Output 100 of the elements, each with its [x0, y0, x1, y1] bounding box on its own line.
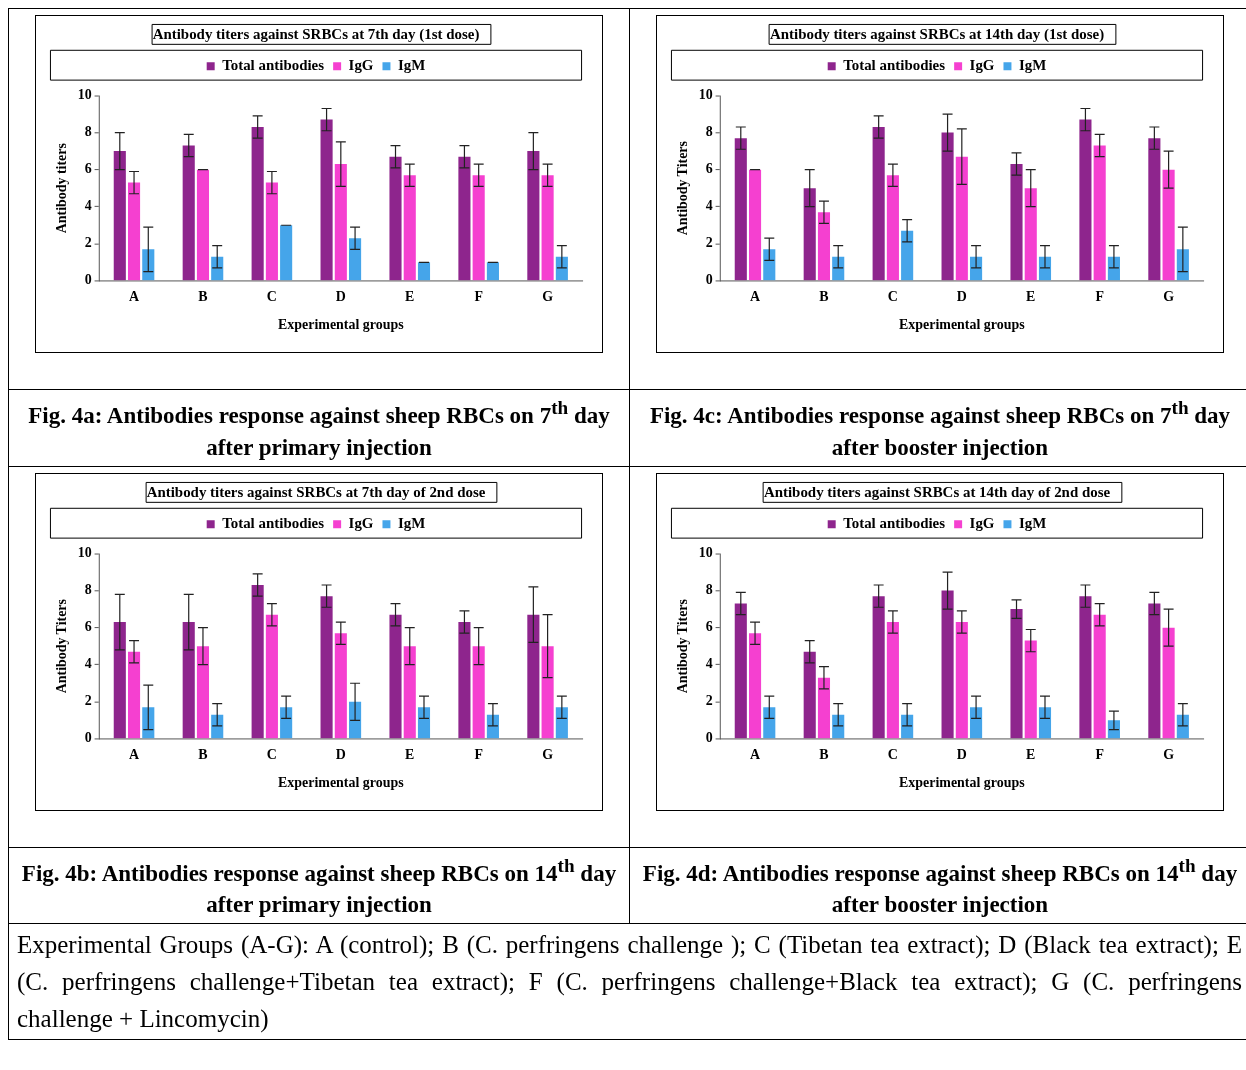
x-tick-label: B [198, 288, 208, 304]
x-tick-label: D [956, 288, 967, 304]
bar [527, 614, 540, 738]
legend-label: IgM [1018, 514, 1047, 531]
y-tick-label: 10 [77, 544, 92, 560]
bar [803, 651, 816, 738]
bar [1162, 169, 1175, 281]
x-tick-label: E [1026, 288, 1036, 304]
x-tick-label: C [266, 746, 277, 762]
x-tick-label: D [335, 746, 346, 762]
bar [527, 151, 540, 281]
y-tick-label: 8 [84, 581, 92, 597]
bar [142, 249, 155, 281]
legend-label: Total antibodies [222, 57, 325, 74]
bar [955, 156, 968, 281]
bar [1148, 603, 1161, 738]
bar [458, 156, 471, 281]
bar [196, 169, 210, 281]
bar [817, 677, 831, 738]
bar [1024, 640, 1037, 738]
bar [541, 175, 554, 281]
x-tick-label: C [887, 288, 898, 304]
x-tick-label: A [750, 746, 761, 762]
y-tick-label: 6 [705, 161, 713, 177]
bar [127, 182, 141, 281]
y-tick-label: 8 [705, 124, 713, 140]
y-axis-title: Antibody Titers [53, 598, 69, 693]
bar [486, 262, 499, 281]
x-tick-label: G [1163, 746, 1175, 762]
chart-title: Antibody titers against SRBCs at 7th day (1st dose) [152, 25, 480, 43]
bar [127, 651, 141, 738]
x-tick-label: E [1026, 746, 1036, 762]
bar [1162, 627, 1175, 738]
bar [334, 164, 347, 281]
y-tick-label: 4 [84, 655, 92, 671]
x-tick-label: D [956, 746, 967, 762]
bar [1024, 188, 1037, 281]
bar [1010, 164, 1023, 281]
x-axis-title: Experimental groups [899, 775, 1026, 790]
bar [763, 249, 776, 281]
x-tick-label: G [542, 746, 554, 762]
y-tick-label: 2 [84, 235, 92, 251]
legend-label: IgM [397, 57, 426, 74]
text: Experimental Groups (A-G): A (control); B (C. perfringens challenge ); C (Tibetan tea extract); D (Black tea extract); E (C. perfringens challenge+Tibetan tea extract); F (C. perfringens challenge+Black tea extract); G (C. perfringens challenge + Lincomycin) [8, 923, 1246, 1040]
bar [389, 614, 402, 738]
bar [472, 645, 485, 738]
legend-label: Total antibodies [843, 57, 946, 74]
legend-label: Total antibodies [222, 514, 325, 531]
bar [182, 621, 195, 738]
x-axis-title: Experimental groups [899, 317, 1026, 333]
x-tick-label: B [819, 288, 829, 304]
x-tick-label: B [819, 746, 829, 762]
bar [417, 262, 431, 281]
y-tick-label: 4 [705, 198, 713, 214]
y-tick-label: 0 [705, 272, 713, 288]
legend-label: IgG [348, 514, 374, 531]
x-tick-label: G [542, 288, 554, 304]
bar [472, 175, 485, 281]
bar [748, 169, 762, 281]
bar [142, 706, 155, 738]
chart-title: Antibody titers against SRBCs at 7th day of 2nd dose [146, 483, 486, 500]
bar [265, 614, 278, 738]
bar [182, 145, 195, 281]
text: Fig. 4a: Antibodies response against sheep RBCs on 7$^{th}$ day after primary injection [28, 397, 610, 460]
legend-label: IgM [1018, 57, 1047, 74]
bar [265, 182, 278, 281]
bar [113, 621, 126, 738]
x-tick-label: C [887, 746, 898, 762]
bar [886, 175, 899, 281]
bar [458, 621, 471, 738]
chart-title: Antibody titers against SRBCs at 14th day of 2nd dose [763, 483, 1111, 500]
y-tick-label: 2 [705, 693, 713, 708]
y-tick-label: 6 [705, 618, 713, 634]
bar [403, 645, 416, 738]
x-tick-label: E [405, 746, 415, 762]
y-tick-label: 0 [84, 730, 92, 746]
x-tick-label: F [1095, 746, 1104, 762]
legend-label: IgG [969, 514, 995, 531]
legend-label: IgG [969, 57, 995, 74]
x-tick-label: F [474, 288, 483, 304]
y-tick-label: 6 [84, 618, 92, 634]
y-axis-title: Antibody titers [53, 142, 69, 234]
bar [1148, 138, 1161, 281]
y-tick-label: 6 [84, 161, 92, 177]
bar [734, 138, 747, 281]
bar [817, 212, 831, 281]
y-tick-label: 8 [84, 124, 92, 140]
bar [1093, 145, 1106, 281]
y-tick-label: 4 [84, 198, 92, 214]
x-tick-label: A [129, 746, 140, 762]
y-tick-label: 10 [698, 87, 713, 103]
text: Fig. 4c: Antibodies response against sheep RBCs on 7$^{th}$ day after booster injection [649, 397, 1231, 460]
bar [251, 584, 264, 738]
bar [886, 621, 899, 738]
bar [251, 127, 264, 281]
bar [955, 621, 968, 738]
bar [196, 645, 210, 738]
bar [555, 706, 568, 738]
text: Fig. 4b: Antibodies response against sheep RBCs on 14$^{th}$ day after primary injection [21, 854, 617, 918]
bar [941, 590, 954, 738]
